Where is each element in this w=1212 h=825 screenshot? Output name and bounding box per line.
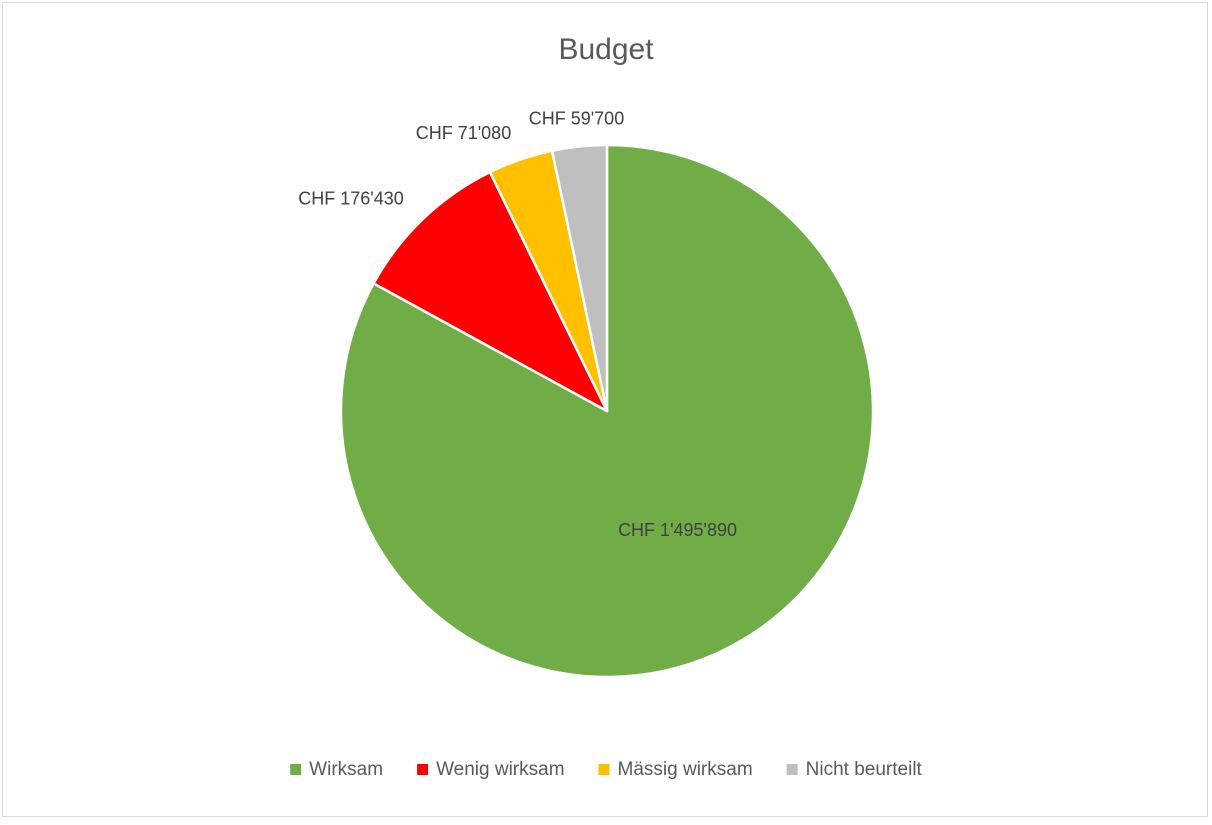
data-label: CHF 176'430 xyxy=(298,189,404,209)
legend-item: Nicht beurteilt xyxy=(786,759,923,780)
data-label: CHF 59'700 xyxy=(529,109,624,129)
data-label: CHF 1'495'890 xyxy=(618,520,737,540)
legend-item: Mässig wirksam xyxy=(598,759,753,780)
chart-title: Budget xyxy=(558,33,654,66)
pie-chart: Budget CHF 1'495'890 CHF 176'430 CHF 71'08… xyxy=(290,33,923,780)
legend: Wirksam Wenig wirksam Mässig wirksam Nicht … xyxy=(290,759,923,780)
pie-slice-nicht-beurteilt xyxy=(550,143,609,413)
legend-label: Mässig wirksam xyxy=(618,759,753,780)
legend-swatch xyxy=(786,764,798,775)
legend-label: Wirksam xyxy=(309,759,383,780)
legend-swatch xyxy=(290,764,302,775)
legend-swatch xyxy=(598,764,610,775)
legend-label: Wenig wirksam xyxy=(436,759,564,780)
legend-label: Nicht beurteilt xyxy=(806,759,923,780)
legend-swatch xyxy=(417,764,429,775)
legend-item: Wenig wirksam xyxy=(417,759,565,780)
pie-slices xyxy=(339,143,875,679)
data-labels: CHF 1'495'890 CHF 176'430 CHF 71'080 CHF 59… xyxy=(298,109,737,540)
pie-slice-wenig-wirksam xyxy=(372,170,609,413)
data-label: CHF 71'080 xyxy=(416,123,511,143)
legend-item: Wirksam xyxy=(290,759,383,780)
